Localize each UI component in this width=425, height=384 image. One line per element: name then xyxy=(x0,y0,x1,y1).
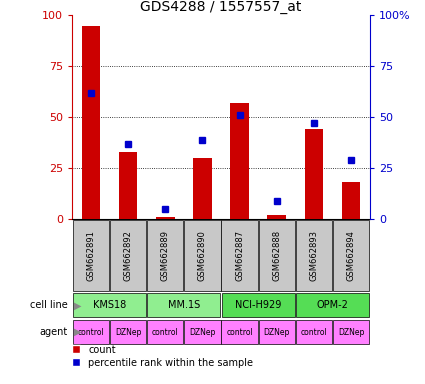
Bar xyxy=(333,220,369,291)
Text: GSM662888: GSM662888 xyxy=(272,230,281,281)
Bar xyxy=(333,320,369,344)
Text: MM.1S: MM.1S xyxy=(168,300,200,310)
Bar xyxy=(73,320,109,344)
Bar xyxy=(193,158,212,219)
Bar xyxy=(73,220,109,291)
Legend: count, percentile rank within the sample: count, percentile rank within the sample xyxy=(68,341,257,371)
Bar xyxy=(73,293,146,317)
Text: GSM662890: GSM662890 xyxy=(198,230,207,281)
Text: ▶: ▶ xyxy=(74,327,82,337)
Text: DZNep: DZNep xyxy=(115,328,141,337)
Text: GSM662891: GSM662891 xyxy=(86,230,95,281)
Bar xyxy=(82,26,100,219)
Bar xyxy=(110,320,146,344)
Bar xyxy=(267,215,286,219)
Bar xyxy=(296,293,369,317)
Bar xyxy=(305,129,323,219)
Bar xyxy=(147,320,184,344)
Bar xyxy=(184,320,221,344)
Text: control: control xyxy=(300,328,327,337)
Text: ▶: ▶ xyxy=(74,300,82,310)
Bar xyxy=(258,220,295,291)
Bar xyxy=(147,220,184,291)
Text: control: control xyxy=(152,328,178,337)
Bar xyxy=(258,320,295,344)
Text: GSM662889: GSM662889 xyxy=(161,230,170,281)
Bar xyxy=(184,220,221,291)
Text: control: control xyxy=(226,328,253,337)
Text: GSM662887: GSM662887 xyxy=(235,230,244,281)
Title: GDS4288 / 1557557_at: GDS4288 / 1557557_at xyxy=(140,0,302,14)
Bar xyxy=(230,103,249,219)
Bar xyxy=(221,220,258,291)
Bar xyxy=(119,152,137,219)
Text: control: control xyxy=(77,328,104,337)
Bar xyxy=(110,220,146,291)
Bar xyxy=(296,320,332,344)
Text: DZNep: DZNep xyxy=(264,328,290,337)
Bar xyxy=(222,293,295,317)
Text: DZNep: DZNep xyxy=(189,328,215,337)
Bar xyxy=(147,293,220,317)
Bar xyxy=(156,217,175,219)
Text: OPM-2: OPM-2 xyxy=(317,300,348,310)
Bar xyxy=(342,182,360,219)
Text: GSM662894: GSM662894 xyxy=(347,230,356,281)
Text: GSM662893: GSM662893 xyxy=(309,230,318,281)
Bar xyxy=(221,320,258,344)
Text: KMS18: KMS18 xyxy=(93,300,126,310)
Text: NCI-H929: NCI-H929 xyxy=(235,300,281,310)
Text: GSM662892: GSM662892 xyxy=(124,230,133,281)
Text: cell line: cell line xyxy=(30,300,68,310)
Bar xyxy=(296,220,332,291)
Text: agent: agent xyxy=(40,327,68,337)
Text: DZNep: DZNep xyxy=(338,328,364,337)
